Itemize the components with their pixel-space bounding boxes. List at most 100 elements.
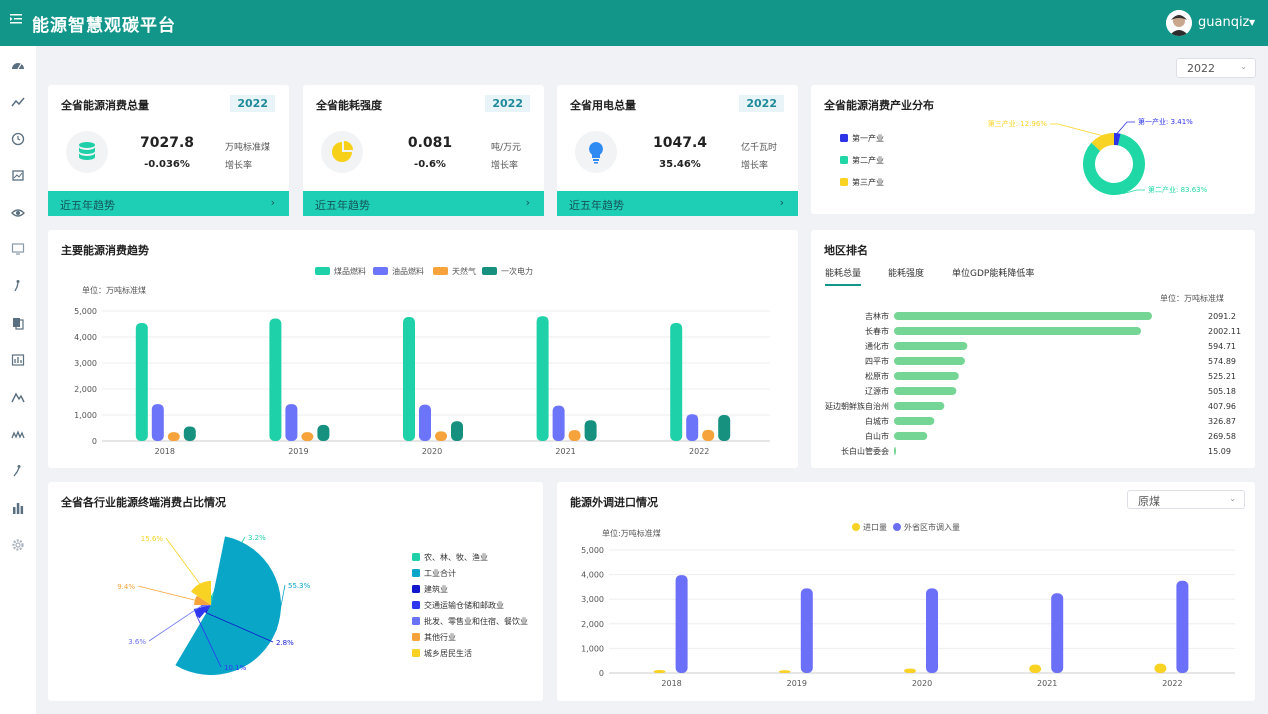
rose-leader-line — [205, 612, 274, 643]
y-tick-label: 3,000 — [74, 359, 97, 368]
kpi-unit: 吨/万元 — [491, 143, 522, 153]
legend-label: 批发、零售业和住宿、餐饮业 — [424, 616, 528, 626]
wave-icon[interactable] — [11, 427, 25, 441]
tab-total[interactable]: 能耗总量 — [825, 266, 862, 286]
chart-box-icon[interactable] — [11, 353, 25, 367]
chevron-right-icon: › — [779, 196, 784, 209]
clock-icon[interactable] — [11, 132, 25, 146]
chevron-down-icon[interactable]: ▼ — [1249, 18, 1256, 27]
industry-distribution-card: 全省能源消费产业分布 第一产业 第二产业 第三产业 第一产业: 3.41% 第二产业: … — [811, 85, 1255, 214]
rose-slice — [191, 580, 211, 605]
avatar[interactable] — [1166, 10, 1192, 36]
person-walk-icon[interactable] — [11, 279, 25, 293]
pie-label: 第三产业: 12.96% — [988, 119, 1048, 128]
mountain-icon[interactable] — [11, 390, 25, 404]
document-icon[interactable] — [11, 316, 25, 330]
legend-swatch — [482, 267, 497, 275]
fuel-type-dropdown[interactable]: 原煤 ⌄ — [1127, 490, 1245, 509]
bar — [653, 670, 666, 673]
legend-swatch — [315, 267, 330, 275]
bar-chart-icon[interactable] — [11, 501, 25, 515]
kpi-title: 全省用电总量 — [570, 99, 636, 112]
year-select[interactable]: 2022 ⌄ — [1176, 58, 1256, 78]
legend-label: 油品燃料 — [392, 266, 424, 276]
rose-slice — [200, 605, 211, 608]
tab-intensity[interactable]: 能耗强度 — [888, 269, 925, 279]
year-select-value: 2022 — [1187, 62, 1215, 75]
legend-swatch — [433, 267, 448, 275]
rank-label: 白城市 — [865, 416, 889, 426]
rose-label: 3.2% — [248, 534, 266, 542]
trend-icon[interactable] — [11, 95, 25, 109]
rose-leader-line — [195, 613, 222, 668]
legend-swatch — [840, 178, 848, 186]
legend-swatch — [412, 649, 420, 657]
kpi-year-badge: 2022 — [485, 95, 530, 112]
rank-label: 延边朝鲜族自治州 — [825, 401, 889, 411]
rank-bar — [894, 372, 959, 380]
legend-label: 农、林、牧、渔业 — [424, 552, 488, 562]
y-tick-label: 2,000 — [74, 385, 97, 394]
menu-toggle-icon[interactable] — [10, 10, 22, 24]
x-tick-label: 2019 — [787, 679, 807, 688]
bar — [285, 404, 298, 441]
rank-bar — [894, 417, 935, 425]
legend-label: 第一产业 — [852, 133, 884, 143]
y-tick-label: 0 — [599, 669, 604, 678]
bar — [670, 322, 683, 441]
rank-value: 15.09 — [1208, 447, 1231, 456]
bar — [584, 420, 597, 441]
legend-swatch — [893, 523, 901, 531]
username[interactable]: guanqiz — [1198, 15, 1250, 30]
y-tick-label: 5,000 — [581, 546, 604, 555]
tab-gdp-reduction[interactable]: 单位GDP能耗降低率 — [952, 269, 1035, 279]
screen-icon[interactable] — [11, 242, 25, 256]
bar — [800, 588, 813, 673]
bar — [1176, 580, 1189, 673]
legend-label: 天然气 — [452, 266, 476, 276]
rose-leader-line — [275, 584, 286, 631]
x-tick-label: 2018 — [661, 679, 681, 688]
sector-share-card: 全省各行业能源终端消费占比情况 农、林、牧、渔业 工业合计 建筑业 交通运输仓储和邮政… — [48, 482, 543, 701]
rank-label: 长白山管委会 — [841, 446, 889, 456]
card-title: 全省能源消费产业分布 — [824, 99, 934, 112]
rank-bar — [894, 387, 957, 395]
trend-button[interactable]: 近五年趋势 › — [557, 191, 798, 216]
bar — [419, 404, 431, 441]
eye-icon[interactable] — [11, 206, 25, 220]
x-tick-label: 2018 — [155, 447, 175, 456]
imports-card: 能源外调进口情况 原煤 ⌄ 进口量 外省区市调入量 单位:万吨标准煤 0 1,000 2,… — [557, 482, 1255, 701]
top-bar: 能源智慧观碳平台 guanqiz ▼ — [0, 0, 1268, 46]
legend-swatch — [412, 617, 420, 625]
bar — [568, 430, 581, 441]
rose-label: 2.8% — [276, 639, 294, 647]
kpi-title: 全省能耗强度 — [316, 99, 382, 112]
legend-swatch — [412, 585, 420, 593]
trend-button[interactable]: 近五年趋势 › — [303, 191, 544, 216]
x-tick-label: 2021 — [555, 447, 575, 456]
y-tick-label: 4,000 — [581, 571, 604, 580]
y-tick-label: 4,000 — [74, 333, 97, 342]
dashboard-icon[interactable] — [11, 59, 25, 73]
unit-label: 单位:万吨标准煤 — [602, 528, 661, 538]
kpi-year-badge: 2022 — [230, 95, 275, 112]
rose-label: 55.3% — [288, 582, 311, 590]
pie-icon — [321, 131, 363, 173]
bar — [135, 322, 148, 441]
legend-label: 交通运输仓储和邮政业 — [424, 600, 504, 610]
bar — [1154, 663, 1167, 673]
monitor-icon[interactable] — [11, 169, 25, 183]
rose-label: 10.1% — [224, 664, 247, 672]
legend-label: 工业合计 — [424, 568, 456, 578]
gear-icon[interactable] — [11, 538, 25, 552]
legend-label: 外省区市调入量 — [904, 522, 960, 532]
person-run-icon[interactable] — [11, 464, 25, 478]
rank-label: 吉林市 — [865, 311, 889, 321]
bar — [451, 421, 463, 441]
pie-leader-line — [1050, 123, 1102, 136]
trend-button[interactable]: 近五年趋势 › — [48, 191, 289, 216]
pie-slice — [1083, 133, 1145, 195]
trend-button-label: 近五年趋势 — [60, 199, 115, 212]
pie-leader-line — [1123, 189, 1145, 195]
